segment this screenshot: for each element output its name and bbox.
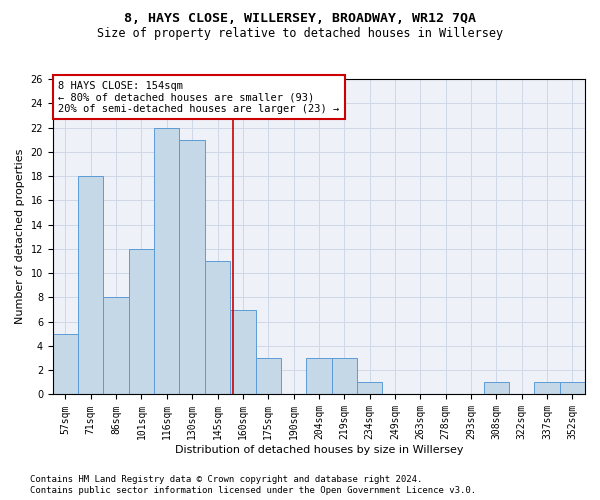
Bar [78, 176, 103, 394]
Bar [103, 298, 129, 394]
Text: 8, HAYS CLOSE, WILLERSEY, BROADWAY, WR12 7QA: 8, HAYS CLOSE, WILLERSEY, BROADWAY, WR12… [124, 12, 476, 26]
Bar [332, 358, 357, 395]
Bar [53, 334, 78, 394]
Text: Contains public sector information licensed under the Open Government Licence v3: Contains public sector information licen… [30, 486, 476, 495]
Bar [357, 382, 382, 394]
Bar [129, 249, 154, 394]
Bar [154, 128, 179, 394]
Text: Contains HM Land Registry data © Crown copyright and database right 2024.: Contains HM Land Registry data © Crown c… [30, 475, 422, 484]
Bar [205, 261, 230, 394]
Bar [230, 310, 256, 394]
Bar [256, 358, 281, 395]
Y-axis label: Number of detached properties: Number of detached properties [15, 149, 25, 324]
X-axis label: Distribution of detached houses by size in Willersey: Distribution of detached houses by size … [175, 445, 463, 455]
Bar [179, 140, 205, 394]
Bar [560, 382, 585, 394]
Bar [535, 382, 560, 394]
Text: Size of property relative to detached houses in Willersey: Size of property relative to detached ho… [97, 28, 503, 40]
Bar [306, 358, 332, 395]
Bar [484, 382, 509, 394]
Text: 8 HAYS CLOSE: 154sqm
← 80% of detached houses are smaller (93)
20% of semi-detac: 8 HAYS CLOSE: 154sqm ← 80% of detached h… [58, 80, 340, 114]
